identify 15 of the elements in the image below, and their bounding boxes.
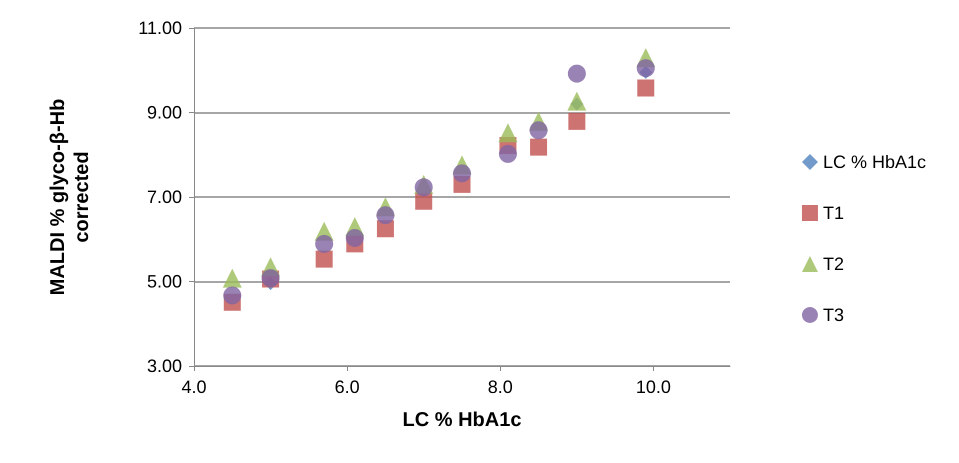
- x-tick-label: 4.0: [181, 377, 207, 397]
- y-tick-label: 3.00: [146, 356, 182, 376]
- y-tick-label: 7.00: [146, 187, 182, 207]
- x-tick-label: 6.0: [334, 377, 360, 397]
- y-tick-label: 11.00: [138, 18, 182, 38]
- legend-label: T1: [822, 203, 844, 223]
- legend-label: T2: [822, 254, 844, 274]
- y-axis-title: MALDI % glyco-β-Hb corrected: [47, 98, 93, 296]
- legend-label: LC % HbA1c: [822, 152, 926, 172]
- legend-label: T3: [822, 305, 844, 325]
- y-tick-label: 9.00: [146, 102, 182, 122]
- y-tick-label: 5.00: [146, 272, 182, 292]
- x-axis-title: LC % HbA1c: [402, 409, 522, 431]
- x-tick-label: 10.0: [636, 377, 671, 397]
- x-tick-label: 8.0: [488, 377, 513, 397]
